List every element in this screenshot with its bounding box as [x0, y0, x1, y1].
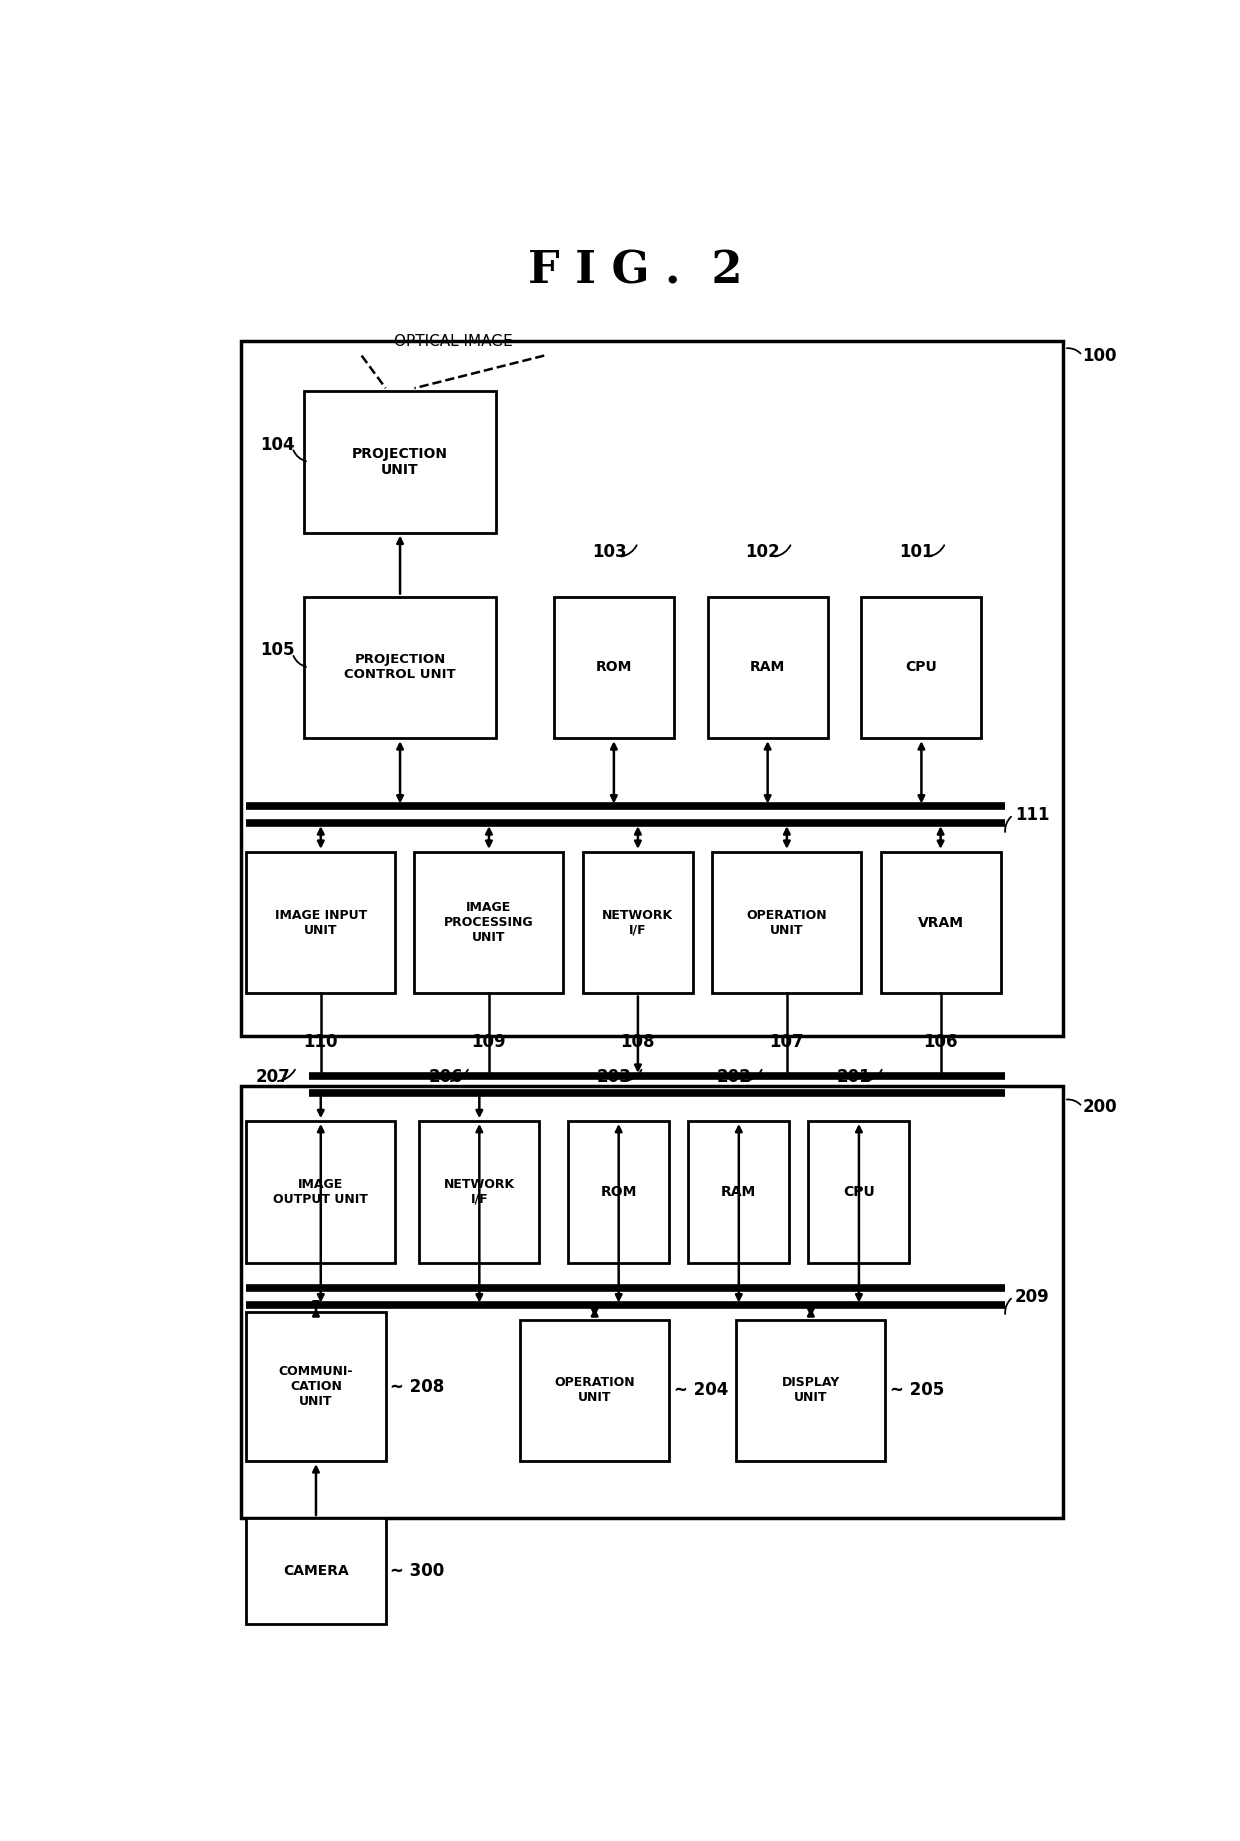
Text: ~ 300: ~ 300 — [391, 1563, 445, 1580]
Bar — [242, 341, 1063, 1036]
Text: OPERATION
UNIT: OPERATION UNIT — [746, 909, 827, 937]
Text: RAM: RAM — [750, 661, 785, 674]
Text: 207: 207 — [255, 1068, 290, 1086]
Text: PROJECTION
UNIT: PROJECTION UNIT — [352, 447, 448, 477]
Text: 202: 202 — [717, 1068, 751, 1086]
Text: ROM: ROM — [595, 661, 632, 674]
Bar — [880, 852, 1001, 994]
Bar — [568, 1121, 670, 1263]
Text: F I G .  2: F I G . 2 — [528, 249, 743, 293]
Bar — [583, 852, 693, 994]
Bar — [808, 1121, 909, 1263]
Text: 107: 107 — [770, 1033, 805, 1051]
Text: OPERATION
UNIT: OPERATION UNIT — [554, 1377, 635, 1405]
Text: 106: 106 — [924, 1033, 957, 1051]
Text: ~ 208: ~ 208 — [391, 1377, 445, 1395]
Text: 111: 111 — [1016, 806, 1049, 825]
Text: CPU: CPU — [905, 661, 937, 674]
Text: ROM: ROM — [600, 1186, 637, 1198]
Bar — [708, 596, 828, 738]
Text: RAM: RAM — [722, 1186, 756, 1198]
Text: 200: 200 — [1083, 1097, 1117, 1116]
Text: 104: 104 — [259, 436, 294, 455]
Text: 206: 206 — [429, 1068, 464, 1086]
Bar — [247, 1313, 386, 1462]
Text: 109: 109 — [471, 1033, 506, 1051]
Bar — [419, 1121, 539, 1263]
Bar — [247, 852, 396, 994]
Bar — [521, 1320, 670, 1462]
Bar — [554, 596, 675, 738]
Bar — [247, 1519, 386, 1624]
Text: VRAM: VRAM — [918, 915, 963, 930]
Text: 108: 108 — [621, 1033, 655, 1051]
Text: CAMERA: CAMERA — [283, 1565, 348, 1578]
Bar — [862, 596, 982, 738]
Text: CPU: CPU — [843, 1186, 874, 1198]
Text: DISPLAY
UNIT: DISPLAY UNIT — [781, 1377, 839, 1405]
Text: IMAGE
PROCESSING
UNIT: IMAGE PROCESSING UNIT — [444, 900, 533, 944]
Text: ~ 205: ~ 205 — [890, 1381, 945, 1399]
Text: COMMUNI-
CATION
UNIT: COMMUNI- CATION UNIT — [279, 1366, 353, 1408]
Bar — [737, 1320, 885, 1462]
Bar — [242, 1086, 1063, 1519]
Text: 103: 103 — [591, 543, 626, 562]
Bar — [247, 1121, 396, 1263]
Bar — [304, 390, 496, 532]
Text: 203: 203 — [596, 1068, 631, 1086]
Text: 201: 201 — [837, 1068, 872, 1086]
Text: NETWORK
I/F: NETWORK I/F — [603, 909, 673, 937]
Text: PROJECTION
CONTROL UNIT: PROJECTION CONTROL UNIT — [345, 654, 456, 681]
Bar — [304, 596, 496, 738]
Text: 101: 101 — [899, 543, 934, 562]
Text: ~ 204: ~ 204 — [675, 1381, 728, 1399]
Text: NETWORK
I/F: NETWORK I/F — [444, 1178, 515, 1206]
Bar — [688, 1121, 789, 1263]
Text: OPTICAL IMAGE: OPTICAL IMAGE — [393, 333, 512, 350]
Text: IMAGE
OUTPUT UNIT: IMAGE OUTPUT UNIT — [273, 1178, 368, 1206]
Text: 105: 105 — [260, 641, 294, 659]
Text: 100: 100 — [1083, 346, 1117, 365]
Text: 102: 102 — [745, 543, 780, 562]
Bar — [712, 852, 862, 994]
Text: 209: 209 — [1016, 1289, 1050, 1305]
Bar — [414, 852, 563, 994]
Text: IMAGE INPUT
UNIT: IMAGE INPUT UNIT — [274, 909, 367, 937]
Text: 110: 110 — [304, 1033, 339, 1051]
